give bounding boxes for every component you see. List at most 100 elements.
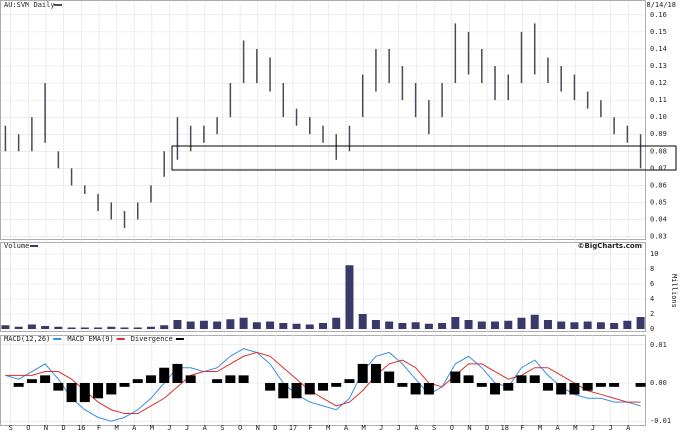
x-tick-label: D bbox=[273, 424, 277, 432]
legend-label: MACD EMA(9) bbox=[67, 335, 113, 343]
volume-bar bbox=[358, 314, 367, 329]
divergence-bar bbox=[225, 375, 236, 383]
legend-label: Divergence bbox=[131, 335, 173, 343]
chart-title: AU:SVM Daily bbox=[4, 1, 55, 9]
y-tick-label: 0.15 bbox=[650, 28, 667, 36]
y-tick-label: 0.05 bbox=[650, 198, 667, 206]
volume-bar bbox=[252, 322, 261, 329]
divergence-bar bbox=[212, 379, 223, 383]
y-tick-label: 0.09 bbox=[650, 130, 667, 138]
volume-bar bbox=[385, 321, 394, 329]
volume-bar bbox=[67, 327, 76, 329]
volume-bar bbox=[491, 321, 500, 329]
x-tick-label: A bbox=[132, 424, 137, 432]
divergence-bar bbox=[450, 371, 461, 383]
volume-bar bbox=[146, 326, 155, 329]
volume-bar bbox=[504, 320, 513, 329]
y-tick-label: 0.04 bbox=[650, 216, 667, 224]
divergence-bar bbox=[265, 383, 276, 391]
volume-bar bbox=[107, 326, 116, 329]
x-tick-label: S bbox=[220, 424, 224, 432]
divergence-bar bbox=[476, 383, 487, 387]
x-tick-label: A bbox=[344, 424, 349, 432]
divergence-bar bbox=[13, 383, 24, 387]
volume-bar bbox=[411, 322, 420, 329]
volume-bar bbox=[80, 327, 89, 329]
x-tick-label: A bbox=[414, 424, 419, 432]
volume-bar bbox=[279, 323, 288, 329]
volume-bar bbox=[133, 327, 142, 329]
divergence-bar bbox=[410, 383, 421, 395]
x-tick-label: M bbox=[573, 424, 577, 432]
volume-frame bbox=[0, 242, 646, 332]
x-tick-label: 17 bbox=[289, 424, 297, 432]
volume-bar bbox=[583, 321, 592, 329]
divergence-bar bbox=[397, 383, 408, 387]
y-tick-label: 8 bbox=[650, 265, 654, 273]
volume-bar bbox=[14, 326, 23, 329]
x-tick-label: 18 bbox=[501, 424, 509, 432]
macd-line bbox=[5, 351, 641, 415]
x-tick-label: J bbox=[185, 424, 189, 432]
divergence-bar bbox=[609, 383, 620, 387]
divergence-bar bbox=[93, 383, 104, 399]
divergence-bar bbox=[595, 383, 606, 387]
volume-bar bbox=[424, 323, 433, 329]
volume-bar bbox=[570, 322, 579, 329]
x-tick-label: A bbox=[203, 424, 208, 432]
divergence-bar bbox=[304, 383, 315, 395]
divergence-bar bbox=[40, 375, 51, 383]
x-tick-label: J bbox=[591, 424, 595, 432]
x-tick-label: A bbox=[626, 424, 631, 432]
y-tick-label: 0.00 bbox=[650, 379, 667, 387]
source-label: ©BigCharts.com bbox=[578, 242, 642, 250]
divergence-bar bbox=[357, 363, 368, 383]
divergence-bar bbox=[569, 383, 580, 395]
x-tick-label: J bbox=[167, 424, 171, 432]
volume-bar bbox=[543, 320, 552, 329]
volume-bar bbox=[345, 265, 354, 329]
volume-bar bbox=[319, 323, 327, 329]
y-tick-label: 0.01 bbox=[650, 341, 667, 349]
divergence-bar bbox=[516, 375, 527, 383]
volume-bar bbox=[557, 321, 566, 329]
divergence-bar bbox=[26, 379, 37, 383]
volume-bar bbox=[213, 321, 222, 329]
divergence-bar bbox=[384, 371, 395, 383]
x-tick-label: M bbox=[150, 424, 154, 432]
x-tick-label: F bbox=[309, 424, 313, 432]
x-tick-label: J bbox=[397, 424, 401, 432]
legend-label: MACD(12,26) bbox=[4, 335, 50, 343]
volume-bar bbox=[239, 317, 248, 329]
y-tick-label: 6 bbox=[650, 280, 654, 288]
x-tick-label: D bbox=[62, 424, 66, 432]
annotation-box bbox=[171, 145, 677, 171]
volume-bar bbox=[596, 322, 605, 329]
y-tick-label: 4 bbox=[650, 295, 654, 303]
volume-bar bbox=[292, 323, 301, 329]
divergence-bar bbox=[185, 375, 196, 383]
divergence-bar bbox=[463, 375, 474, 383]
x-tick-label: S bbox=[9, 424, 13, 432]
x-tick-label: N bbox=[44, 424, 48, 432]
x-tick-label: 16 bbox=[77, 424, 85, 432]
volume-bar bbox=[120, 327, 129, 329]
divergence-bar bbox=[542, 383, 553, 391]
volume-bar bbox=[41, 326, 50, 329]
volume-bar bbox=[173, 320, 182, 329]
volume-bar bbox=[464, 320, 473, 329]
divergence-bar bbox=[344, 379, 355, 383]
volume-bar bbox=[27, 324, 36, 329]
y-tick-label: 0.11 bbox=[650, 96, 667, 104]
y-tick-label: 0.10 bbox=[650, 113, 667, 121]
x-tick-label: J bbox=[608, 424, 612, 432]
divergence-bar bbox=[66, 383, 77, 403]
x-tick-label: D bbox=[485, 424, 489, 432]
volume-bar bbox=[517, 317, 526, 329]
divergence-bar bbox=[582, 383, 593, 391]
y-tick-label: 0.12 bbox=[650, 79, 667, 87]
divergence-bar bbox=[529, 375, 540, 383]
macd-line bbox=[5, 348, 641, 422]
y-tick-label: -0.01 bbox=[650, 417, 671, 425]
divergence-bar bbox=[132, 379, 143, 383]
